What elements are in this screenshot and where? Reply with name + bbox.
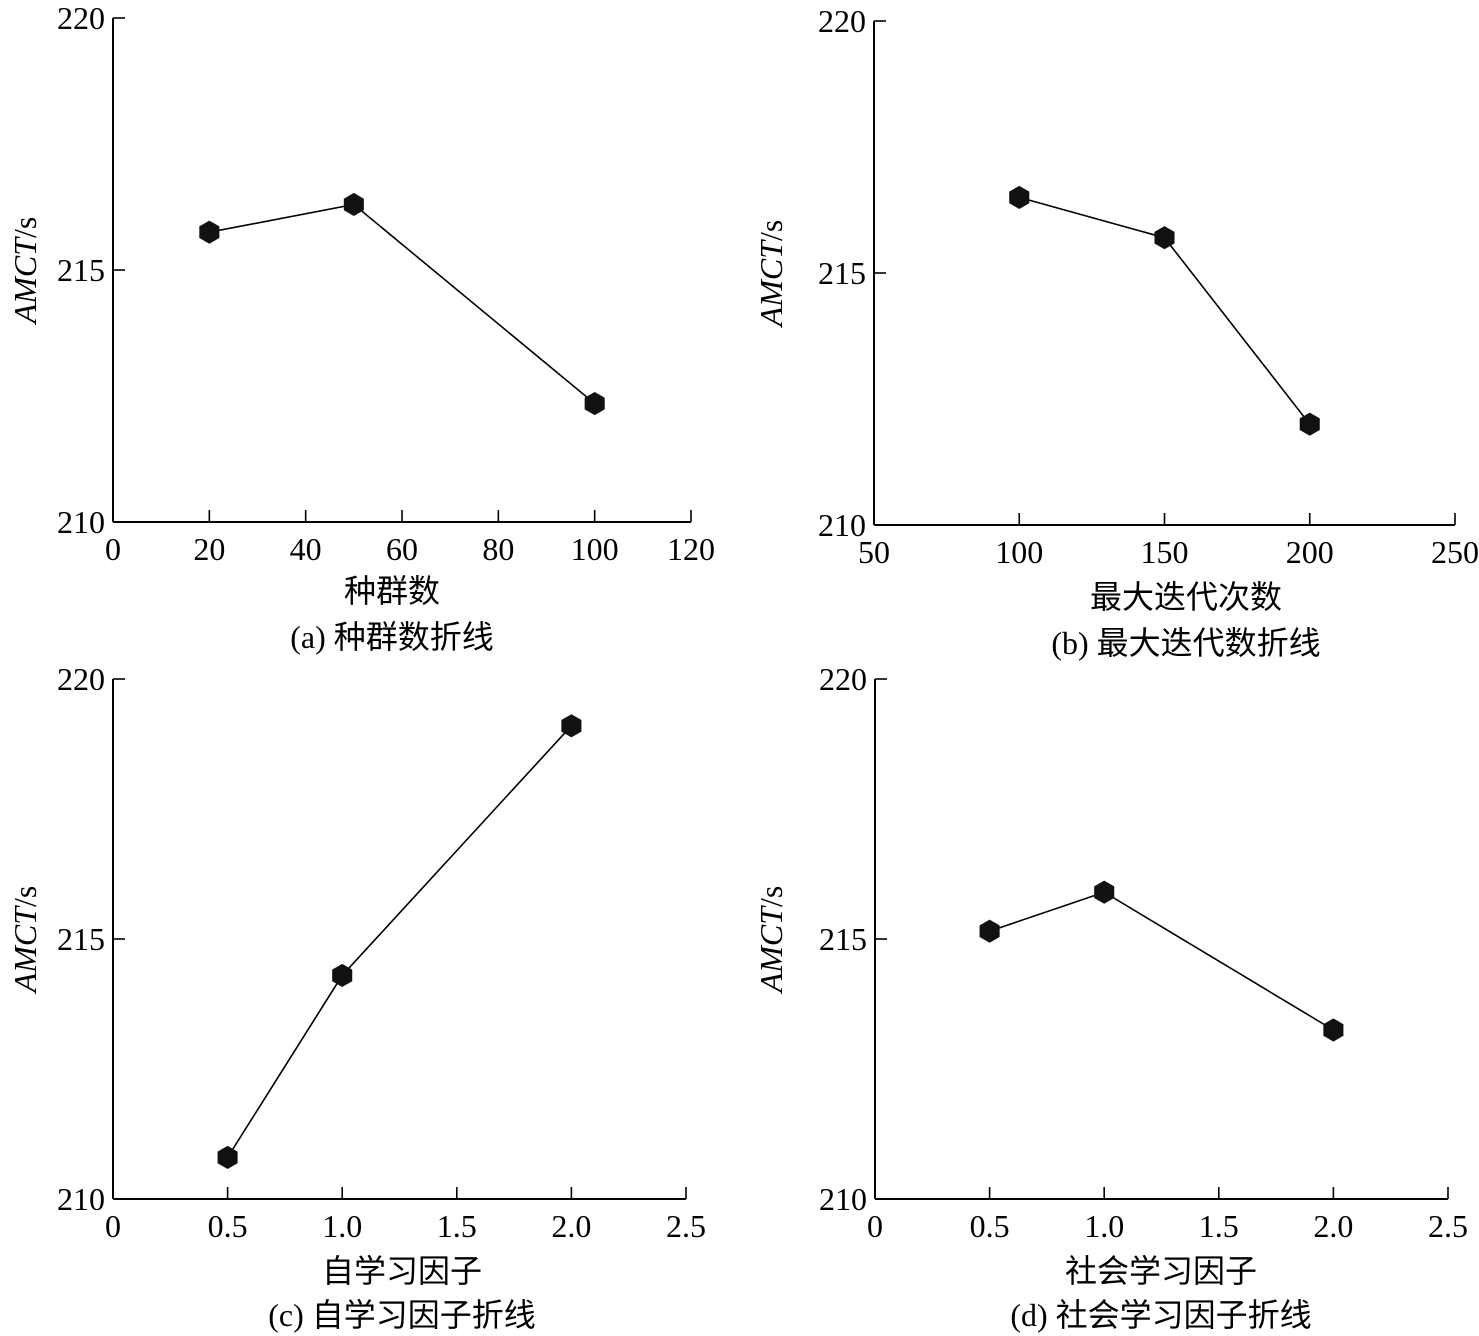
data-point [199,220,220,244]
x-axis-title: 最大迭代次数 [1090,579,1282,615]
x-tick-label: 50 [858,534,890,570]
y-axis-title: AMCT/s [7,217,43,326]
x-tick-label: 20 [193,531,225,567]
y-axis-unit: /s [7,217,43,238]
x-tick-label: 0 [105,531,121,567]
y-axis-unit: /s [7,886,43,907]
data-point [584,391,605,416]
x-tick-label: 2.0 [551,1208,591,1244]
panel-caption: (a) 种群数折线 [290,619,494,655]
y-tick-label: 210 [57,504,105,540]
y-tick-label: 220 [57,0,105,36]
chart-panel-a: 210 215 220 0 20 40 60 80 100 120 AMCT/s 种群数 (a) 种群数… [7,0,715,655]
x-tick-label: 2.0 [1313,1208,1353,1244]
chart-panel-d: 210 215 220 0 0.5 1.0 1.5 2.0 2.5 AMCT/s 社会学习因子 (d)… [753,661,1468,1333]
series-line [989,891,1334,1031]
y-axis-title: AMCT/s [7,886,43,995]
x-tick-label: 200 [1286,534,1334,570]
data-point [343,192,364,217]
x-tick-label: 0 [867,1208,883,1244]
y-tick-label: 215 [818,255,866,291]
panel-caption: (b) 最大迭代数折线 [1051,625,1320,661]
x-tick-label: 1.0 [1084,1208,1124,1244]
x-tick-label: 100 [571,531,619,567]
x-tick-label: 250 [1431,534,1479,570]
y-tick-label: 220 [819,661,867,697]
x-tick-label: 0.5 [208,1208,248,1244]
y-tick-label: 210 [57,1181,105,1217]
x-tick-label: 1.5 [1199,1208,1239,1244]
y-axis-title: AMCT/s [753,886,789,995]
x-tick-label: 80 [482,531,514,567]
data-point [1323,1018,1344,1042]
y-axis-variable: AMCT [753,239,789,329]
y-tick-label: 210 [819,1181,867,1217]
y-tick-label: 220 [818,3,866,39]
y-tick-label: 220 [57,661,105,697]
panel-caption: (c) 自学习因子折线 [268,1297,536,1333]
y-axis-unit: /s [753,220,789,241]
x-tick-label: 1.0 [322,1208,362,1244]
data-point [1094,880,1115,904]
x-tick-label: 120 [667,531,715,567]
chart-panel-b: 210 215 220 50 100 150 200 250 AMCT/s 最大迭代次数 (b) 最… [753,3,1479,661]
y-tick-label: 215 [57,921,105,957]
data-point [1009,185,1030,209]
x-tick-label: 2.5 [666,1208,706,1244]
data-point [217,1145,238,1169]
x-tick-label: 0 [105,1208,121,1244]
x-axis-title: 自学习因子 [322,1253,482,1289]
x-tick-label: 150 [1141,534,1189,570]
y-axis-variable: AMCT [7,236,43,326]
y-tick-label: 215 [57,252,105,288]
chart-panel-c: 210 215 220 0 0.5 1.0 1.5 2.0 2.5 AMCT/s 自学习因子 (c) … [7,661,706,1333]
x-tick-label: 100 [995,534,1043,570]
x-tick-label: 2.5 [1428,1208,1468,1244]
y-axis-title: AMCT/s [753,220,789,329]
y-axis-variable: AMCT [753,905,789,995]
data-point [1154,226,1175,250]
data-point [979,919,1000,943]
x-tick-label: 1.5 [437,1208,477,1244]
y-tick-label: 215 [819,921,867,957]
y-axis-unit: /s [753,886,789,907]
x-tick-label: 40 [290,531,322,567]
data-point [561,714,582,738]
y-axis-variable: AMCT [7,905,43,995]
x-axis-title: 社会学习因子 [1065,1253,1257,1289]
series-line [226,725,572,1158]
panel-caption: (d) 社会学习因子折线 [1010,1297,1311,1333]
x-tick-label: 0.5 [970,1208,1010,1244]
x-axis-title: 种群数 [344,573,440,609]
data-point [332,963,353,987]
data-point [1299,412,1320,436]
x-tick-label: 60 [386,531,418,567]
series-line [209,203,596,405]
y-tick-label: 210 [818,507,866,543]
